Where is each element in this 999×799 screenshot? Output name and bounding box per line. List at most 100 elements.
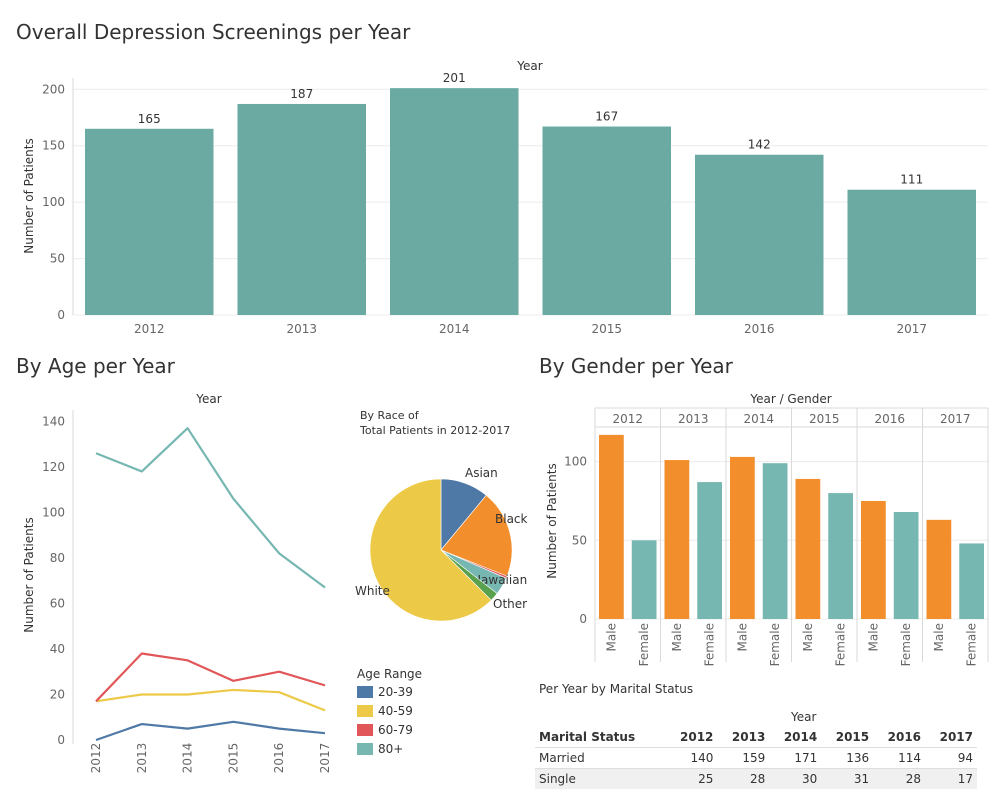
series-line-40-59 <box>95 688 326 712</box>
y-tick-label: 0 <box>57 308 65 322</box>
table-header-cell: 2013 <box>731 730 766 744</box>
table-header-cell: Marital Status <box>539 730 636 744</box>
y-axis-title: Number of Patients <box>545 463 559 578</box>
marital-table-title: Per Year by Marital Status <box>539 682 694 696</box>
y-axis-title: Number of Patients <box>22 517 36 632</box>
table-header-cell: 2016 <box>887 730 922 744</box>
gender-tick-label: Female <box>637 623 651 666</box>
y-tick-label: 50 <box>572 533 587 547</box>
bar <box>237 103 366 315</box>
bar-data-label: 165 <box>138 112 161 126</box>
x-tick-label: 2017 <box>896 322 927 336</box>
bar <box>795 478 821 619</box>
table-cell: Single <box>539 772 576 786</box>
bar <box>893 511 919 619</box>
table-cell: 140 <box>690 751 714 765</box>
x-tick-label: 2014 <box>181 743 195 774</box>
bar <box>959 543 984 619</box>
series-line-60-79 <box>95 652 326 703</box>
pie-slice-label: Asian <box>465 466 498 480</box>
x-tick-label: 2014 <box>439 322 470 336</box>
bar-data-label: 187 <box>290 87 313 101</box>
gender-tick-label: Male <box>801 623 815 651</box>
table-cell: 25 <box>698 772 714 786</box>
gender-tick-label: Female <box>899 623 913 666</box>
table-cell: 114 <box>898 751 922 765</box>
bar <box>85 128 214 315</box>
legend-swatch <box>357 724 373 736</box>
bar-data-label: 142 <box>748 138 771 152</box>
pie-slice <box>440 494 513 577</box>
legend-label: 60-79 <box>378 723 413 737</box>
column-header: 2015 <box>809 412 840 426</box>
series-line-20-39 <box>95 720 326 742</box>
gender-tick-label: Female <box>965 623 979 666</box>
table-header-cell: 2012 <box>680 730 714 744</box>
bar <box>828 493 853 619</box>
pie-slice-label: Black <box>495 512 528 526</box>
y-tick-label: 100 <box>564 455 587 469</box>
bar <box>695 154 824 315</box>
table-cell: 30 <box>801 772 818 786</box>
x-tick-label: 2016 <box>272 743 286 774</box>
legend-swatch <box>357 686 373 698</box>
bar <box>861 500 886 619</box>
table-cell: 159 <box>742 751 766 765</box>
x-tick-label: 2016 <box>744 322 775 336</box>
table-cell: 31 <box>853 772 870 786</box>
bar <box>926 519 952 619</box>
x-tick-label: 2012 <box>89 743 103 774</box>
pie-slice-label: Hawaiian <box>472 573 527 587</box>
x-tick-label: 2013 <box>135 743 149 774</box>
age-chart-title: By Age per Year <box>16 354 175 378</box>
bar-data-label: 201 <box>443 71 466 85</box>
table-header-cell: 2017 <box>939 730 973 744</box>
column-header: 2013 <box>678 412 709 426</box>
bar <box>599 434 624 619</box>
legend-swatch <box>357 743 373 755</box>
y-tick-label: 100 <box>42 505 65 519</box>
y-axis-title: Number of Patients <box>22 138 36 253</box>
legend-swatch <box>357 705 373 717</box>
bar <box>542 126 671 316</box>
table-cell: 28 <box>750 772 766 786</box>
x-tick-label: 2015 <box>591 322 622 336</box>
table-cell: 94 <box>957 751 973 765</box>
bar <box>697 482 722 619</box>
legend-title: Age Range <box>357 667 422 681</box>
column-header: 2012 <box>612 412 643 426</box>
gender-tick-label: Female <box>768 623 782 666</box>
gender-tick-label: Male <box>604 623 618 651</box>
bar <box>730 456 755 619</box>
bar <box>762 463 788 619</box>
y-tick-label: 200 <box>42 82 65 96</box>
x-tick-label: 2012 <box>134 322 165 336</box>
y-tick-label: 60 <box>50 596 65 610</box>
table-cell: 171 <box>794 751 818 765</box>
bar <box>664 460 690 619</box>
column-header: 2017 <box>940 412 971 426</box>
table-row: Single 25 28 30 31 28 17 <box>535 768 977 789</box>
y-tick-label: 140 <box>42 414 65 428</box>
y-tick-label: 40 <box>50 642 65 656</box>
table-row: Married 140 159 171 136 114 94 <box>535 747 977 769</box>
bar <box>631 540 657 619</box>
gender-tick-label: Male <box>670 623 684 651</box>
bar <box>847 189 976 315</box>
x-tick-label: 2013 <box>286 322 317 336</box>
y-tick-label: 50 <box>50 252 65 266</box>
x-tick-label: 2017 <box>318 743 332 774</box>
marital-status-table: Marital Status 2012 2013 2014 2015 2016 … <box>535 727 977 789</box>
gender-tick-label: Male <box>932 623 946 651</box>
table-header-row: Marital Status 2012 2013 2014 2015 2016 … <box>535 727 977 748</box>
y-tick-label: 80 <box>50 551 65 565</box>
x-axis-title: Year <box>195 392 221 406</box>
gender-tick-label: Male <box>866 623 880 651</box>
legend-label: 80+ <box>378 742 403 756</box>
bar-data-label: 167 <box>595 110 618 124</box>
legend-label: 20-39 <box>378 685 413 699</box>
gender-tick-label: Female <box>703 623 717 666</box>
table-header-cell: 2014 <box>783 730 818 744</box>
y-tick-label: 20 <box>50 687 65 701</box>
